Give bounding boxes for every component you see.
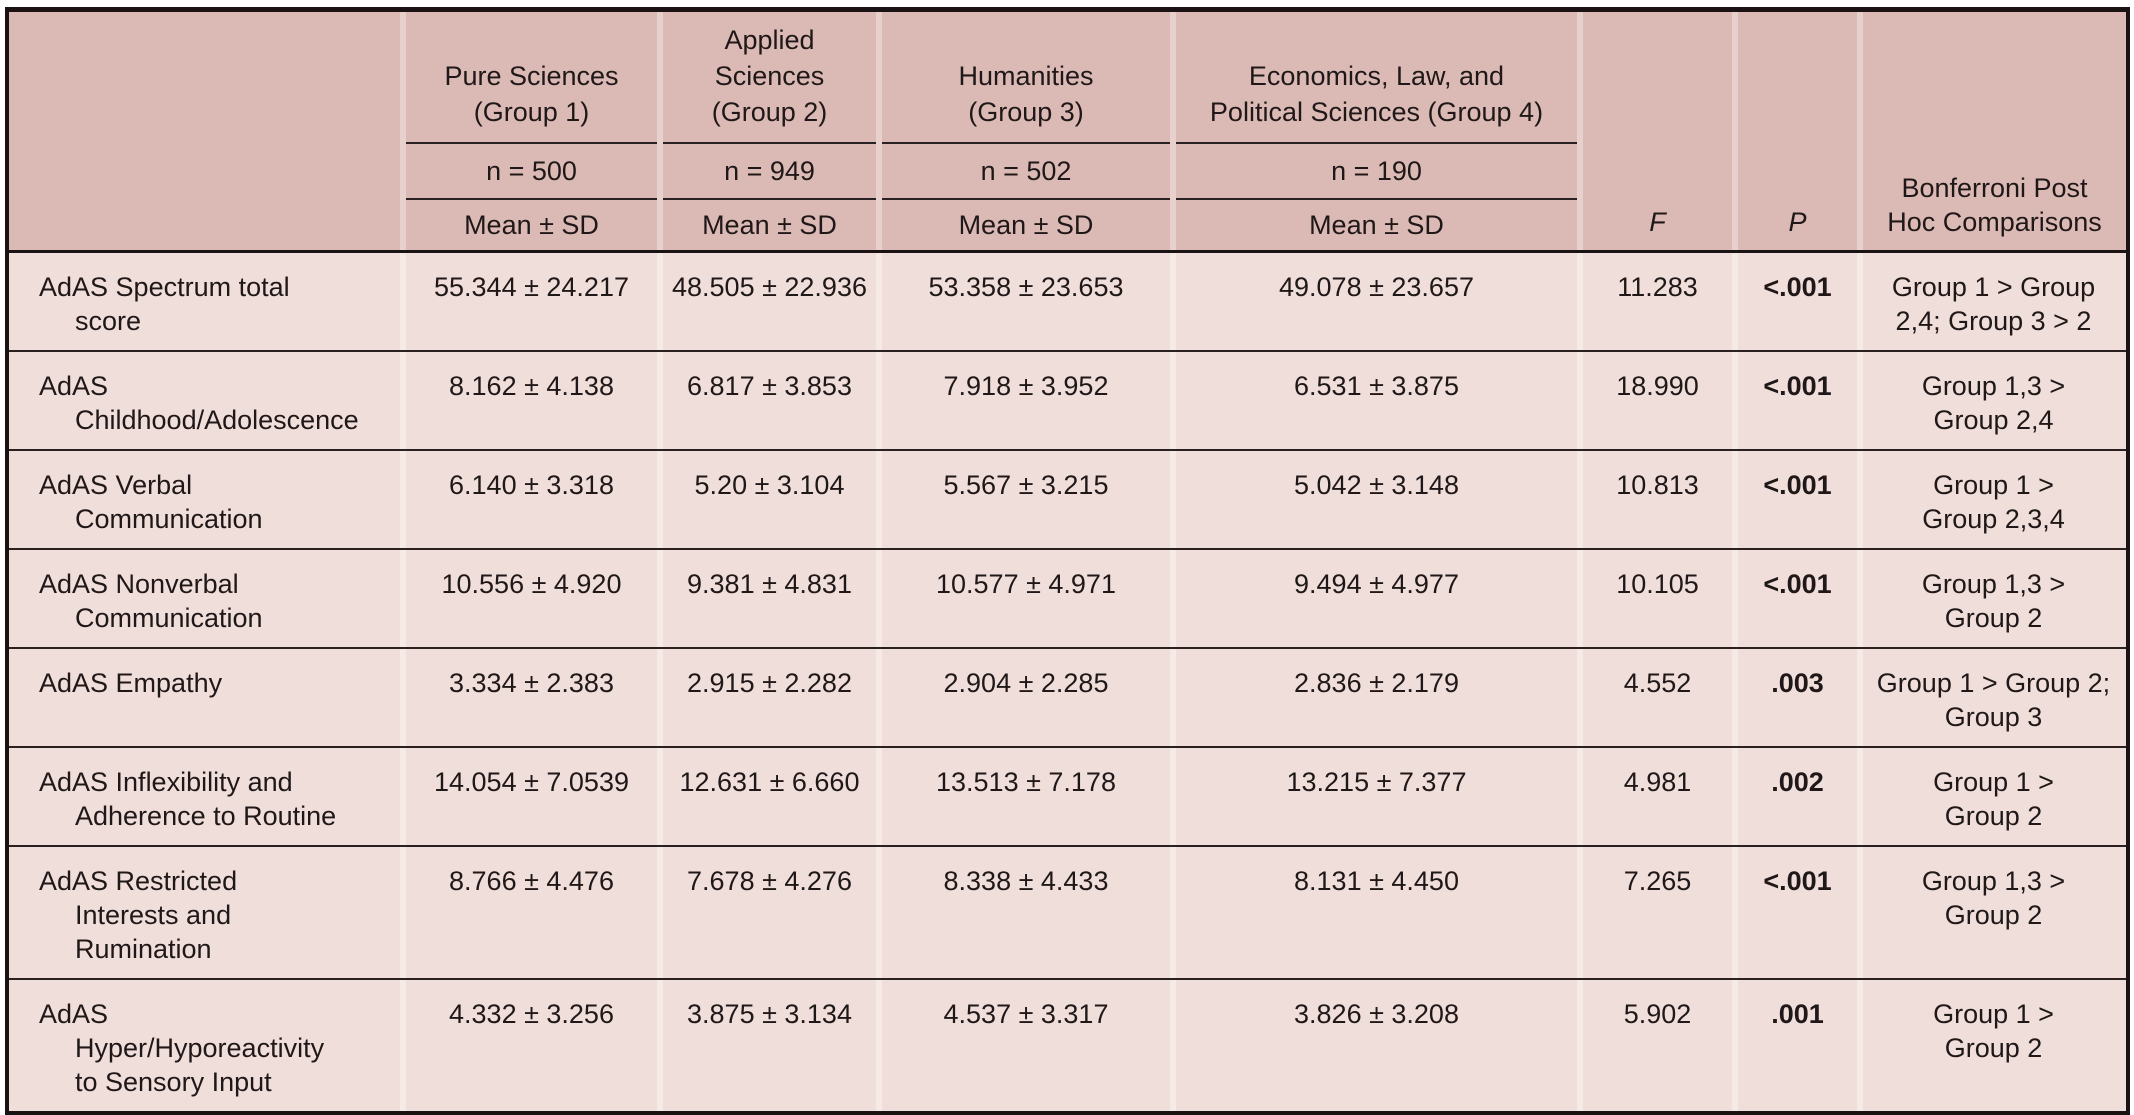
mean-sd-cell-group3: 8.338 ± 4.433 — [882, 847, 1170, 978]
mean-sd-cell-group4: 3.826 ± 3.208 — [1176, 980, 1577, 1111]
group-meansd-label: Mean ± SD — [464, 209, 599, 240]
mean-sd-cell-group3: 4.537 ± 3.317 — [882, 980, 1170, 1111]
p-value-cell: <.001 — [1738, 550, 1857, 647]
posthoc-cell: Group 1,3 > Group 2 — [1863, 847, 2126, 978]
posthoc-header-cell: Bonferroni Post Hoc Comparisons — [1863, 12, 2126, 250]
posthoc-cell: Group 1 > Group 2; Group 3 — [1863, 649, 2126, 746]
mean-sd-cell-group4: 8.131 ± 4.450 — [1176, 847, 1577, 978]
f-header-label: F — [1649, 207, 1666, 237]
group-n-label: n = 500 — [406, 144, 657, 200]
row-label-header-cell — [9, 12, 400, 250]
table-row: AdAS Inflexibility and Adherence to Rout… — [9, 746, 2126, 845]
group-n-label: n = 502 — [882, 144, 1170, 200]
mean-sd-cell-group2: 3.875 ± 3.134 — [663, 980, 876, 1111]
table-row: AdAS Restricted Interests and Rumination… — [9, 845, 2126, 978]
stats-table: Pure Sciences (Group 1) n = 500 Mean ± S… — [5, 7, 2130, 1115]
group-name: Pure Sciences (Group 1) — [406, 12, 657, 144]
p-value-cell: .002 — [1738, 748, 1857, 845]
row-label: AdAS Nonverbal Communication — [9, 550, 400, 647]
group-meansd-label: Mean ± SD — [1309, 209, 1444, 240]
group-meansd-label: Mean ± SD — [702, 209, 837, 240]
table-row: AdAS Hyper/Hyporeactivity to Sensory Inp… — [9, 978, 2126, 1111]
mean-sd-cell-group4: 2.836 ± 2.179 — [1176, 649, 1577, 746]
group-name: Economics, Law, and Political Sciences (… — [1176, 12, 1577, 144]
p-value-cell: <.001 — [1738, 451, 1857, 548]
mean-sd-cell-group2: 48.505 ± 22.936 — [663, 253, 876, 350]
mean-sd-cell-group1: 4.332 ± 3.256 — [406, 980, 657, 1111]
group-header-cell: Applied Sciences (Group 2) n = 949 Mean … — [663, 12, 876, 250]
posthoc-cell: Group 1 > Group 2,3,4 — [1863, 451, 2126, 548]
posthoc-cell: Group 1 > Group 2 — [1863, 748, 2126, 845]
table-row: AdAS Spectrum total score 55.344 ± 24.21… — [9, 253, 2126, 350]
mean-sd-cell-group1: 14.054 ± 7.0539 — [406, 748, 657, 845]
mean-sd-cell-group3: 53.358 ± 23.653 — [882, 253, 1170, 350]
p-value-cell: <.001 — [1738, 847, 1857, 978]
group-n-label: n = 190 — [1176, 144, 1577, 200]
f-value-cell: 5.902 — [1583, 980, 1732, 1111]
mean-sd-cell-group3: 13.513 ± 7.178 — [882, 748, 1170, 845]
mean-sd-cell-group1: 8.162 ± 4.138 — [406, 352, 657, 449]
group-name: Humanities (Group 3) — [882, 12, 1170, 144]
row-label: AdAS Childhood/Adolescence — [9, 352, 400, 449]
p-value-cell: <.001 — [1738, 352, 1857, 449]
mean-sd-cell-group3: 7.918 ± 3.952 — [882, 352, 1170, 449]
p-header-cell: P — [1738, 12, 1857, 250]
posthoc-cell: Group 1,3 > Group 2 — [1863, 550, 2126, 647]
mean-sd-cell-group3: 2.904 ± 2.285 — [882, 649, 1170, 746]
mean-sd-cell-group4: 5.042 ± 3.148 — [1176, 451, 1577, 548]
table-row: AdAS Childhood/Adolescence 8.162 ± 4.138… — [9, 350, 2126, 449]
f-value-cell: 4.552 — [1583, 649, 1732, 746]
row-label: AdAS Restricted Interests and Rumination — [9, 847, 400, 978]
f-value-cell: 10.105 — [1583, 550, 1732, 647]
mean-sd-cell-group1: 3.334 ± 2.383 — [406, 649, 657, 746]
group-n-label: n = 949 — [663, 144, 876, 200]
mean-sd-cell-group2: 2.915 ± 2.282 — [663, 649, 876, 746]
mean-sd-cell-group1: 6.140 ± 3.318 — [406, 451, 657, 548]
f-value-cell: 18.990 — [1583, 352, 1732, 449]
mean-sd-cell-group1: 10.556 ± 4.920 — [406, 550, 657, 647]
mean-sd-cell-group3: 10.577 ± 4.971 — [882, 550, 1170, 647]
mean-sd-cell-group2: 12.631 ± 6.660 — [663, 748, 876, 845]
p-value-cell: .001 — [1738, 980, 1857, 1111]
posthoc-cell: Group 1 > Group 2,4; Group 3 > 2 — [1863, 253, 2126, 350]
group-header-cell: Pure Sciences (Group 1) n = 500 Mean ± S… — [406, 12, 657, 250]
f-value-cell: 11.283 — [1583, 253, 1732, 350]
posthoc-cell: Group 1 > Group 2 — [1863, 980, 2126, 1111]
p-header-label: P — [1788, 207, 1807, 237]
table-row: AdAS Empathy 3.334 ± 2.383 2.915 ± 2.282… — [9, 647, 2126, 746]
p-value-cell: .003 — [1738, 649, 1857, 746]
posthoc-cell: Group 1,3 > Group 2,4 — [1863, 352, 2126, 449]
group-name: Applied Sciences (Group 2) — [663, 12, 876, 144]
posthoc-header-label: Bonferroni Post Hoc Comparisons — [1887, 173, 2102, 237]
mean-sd-cell-group1: 8.766 ± 4.476 — [406, 847, 657, 978]
mean-sd-cell-group4: 6.531 ± 3.875 — [1176, 352, 1577, 449]
mean-sd-cell-group2: 6.817 ± 3.853 — [663, 352, 876, 449]
row-label: AdAS Hyper/Hyporeactivity to Sensory Inp… — [9, 980, 400, 1111]
row-label: AdAS Inflexibility and Adherence to Rout… — [9, 748, 400, 845]
mean-sd-cell-group4: 49.078 ± 23.657 — [1176, 253, 1577, 350]
f-value-cell: 7.265 — [1583, 847, 1732, 978]
f-value-cell: 10.813 — [1583, 451, 1732, 548]
mean-sd-cell-group1: 55.344 ± 24.217 — [406, 253, 657, 350]
group-meansd-label: Mean ± SD — [958, 209, 1094, 240]
p-value-cell: <.001 — [1738, 253, 1857, 350]
table-row: AdAS Verbal Communication 6.140 ± 3.318 … — [9, 449, 2126, 548]
mean-sd-cell-group2: 5.20 ± 3.104 — [663, 451, 876, 548]
mean-sd-cell-group4: 9.494 ± 4.977 — [1176, 550, 1577, 647]
row-label: AdAS Verbal Communication — [9, 451, 400, 548]
table-header: Pure Sciences (Group 1) n = 500 Mean ± S… — [9, 12, 2126, 253]
table-row: AdAS Nonverbal Communication 10.556 ± 4.… — [9, 548, 2126, 647]
row-label: AdAS Empathy — [9, 649, 400, 746]
f-header-cell: F — [1583, 12, 1732, 250]
mean-sd-cell-group2: 9.381 ± 4.831 — [663, 550, 876, 647]
mean-sd-cell-group4: 13.215 ± 7.377 — [1176, 748, 1577, 845]
group-header-cell: Economics, Law, and Political Sciences (… — [1176, 12, 1577, 250]
mean-sd-cell-group2: 7.678 ± 4.276 — [663, 847, 876, 978]
f-value-cell: 4.981 — [1583, 748, 1732, 845]
row-label: AdAS Spectrum total score — [9, 253, 400, 350]
mean-sd-cell-group3: 5.567 ± 3.215 — [882, 451, 1170, 548]
table-body: AdAS Spectrum total score 55.344 ± 24.21… — [9, 253, 2126, 1111]
group-header-cell: Humanities (Group 3) n = 502 Mean ± SD — [882, 12, 1170, 250]
